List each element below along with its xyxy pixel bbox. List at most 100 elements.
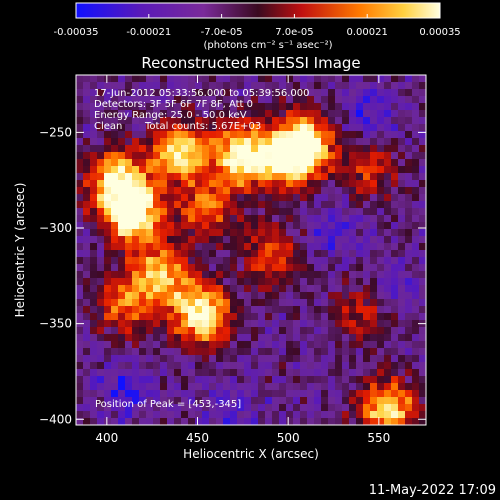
heatmap-cell bbox=[104, 124, 112, 132]
heatmap-cell bbox=[377, 89, 385, 97]
x-tick-label: 400 bbox=[95, 431, 118, 445]
heatmap-cell bbox=[363, 96, 371, 104]
heatmap-cell bbox=[146, 278, 154, 286]
heatmap-cell bbox=[167, 103, 175, 111]
heatmap-cell bbox=[146, 96, 154, 104]
x-axis-label: Heliocentric X (arcsec) bbox=[183, 447, 319, 461]
heatmap-cell bbox=[251, 313, 259, 321]
heatmap-cell bbox=[398, 152, 406, 160]
heatmap-cell bbox=[209, 96, 217, 104]
heatmap-cell bbox=[363, 236, 371, 244]
heatmap-cell bbox=[209, 292, 217, 300]
heatmap-cell bbox=[314, 341, 322, 349]
heatmap-cell bbox=[293, 376, 301, 384]
heatmap-cell bbox=[342, 243, 350, 251]
heatmap-cell bbox=[405, 418, 413, 425]
heatmap-cell bbox=[265, 159, 273, 167]
heatmap-cell bbox=[90, 194, 98, 202]
heatmap-cell bbox=[188, 355, 196, 363]
heatmap-cell bbox=[384, 285, 392, 293]
heatmap-cell bbox=[342, 215, 350, 223]
heatmap-cell bbox=[398, 278, 406, 286]
heatmap-cell bbox=[237, 208, 245, 216]
heatmap-cell bbox=[286, 89, 294, 97]
heatmap-cell bbox=[405, 152, 413, 160]
heatmap-cell bbox=[321, 257, 329, 265]
heatmap-cell bbox=[195, 131, 203, 139]
heatmap-cell bbox=[209, 243, 217, 251]
heatmap-cell bbox=[398, 292, 406, 300]
heatmap-cell bbox=[209, 173, 217, 181]
heatmap-cell bbox=[258, 397, 266, 405]
heatmap-cell bbox=[300, 376, 308, 384]
heatmap-cell bbox=[300, 103, 308, 111]
heatmap-cell bbox=[188, 411, 196, 419]
heatmap-cell bbox=[237, 250, 245, 258]
heatmap-cell bbox=[97, 383, 105, 391]
heatmap-cell bbox=[335, 250, 343, 258]
heatmap-cell bbox=[258, 292, 266, 300]
heatmap-cell bbox=[153, 138, 161, 146]
heatmap-cell bbox=[244, 313, 252, 321]
heatmap-cell bbox=[174, 348, 182, 356]
heatmap-cell bbox=[104, 208, 112, 216]
heatmap-cell bbox=[391, 166, 399, 174]
heatmap-cell bbox=[97, 236, 105, 244]
heatmap-cell bbox=[335, 166, 343, 174]
heatmap-cell bbox=[139, 341, 147, 349]
heatmap-cell bbox=[363, 89, 371, 97]
heatmap-cell bbox=[279, 117, 287, 125]
heatmap-cell bbox=[209, 201, 217, 209]
heatmap-cell bbox=[209, 397, 217, 405]
heatmap-cell bbox=[314, 292, 322, 300]
heatmap-cell bbox=[363, 75, 371, 83]
heatmap-cell bbox=[118, 243, 126, 251]
heatmap-cell bbox=[314, 89, 322, 97]
heatmap-cell bbox=[76, 348, 84, 356]
heatmap-cell bbox=[216, 292, 224, 300]
heatmap-cell bbox=[83, 327, 91, 335]
heatmap-cell bbox=[265, 390, 273, 398]
heatmap-cell bbox=[286, 166, 294, 174]
heatmap-cell bbox=[160, 418, 168, 425]
heatmap-cell bbox=[125, 292, 133, 300]
heatmap-cell bbox=[209, 229, 217, 237]
heatmap-cell bbox=[307, 404, 315, 412]
heatmap-cell bbox=[377, 299, 385, 307]
heatmap-cell bbox=[412, 124, 420, 132]
heatmap-cell bbox=[76, 173, 84, 181]
heatmap-cell bbox=[335, 103, 343, 111]
heatmap-cell bbox=[328, 313, 336, 321]
heatmap-cell bbox=[384, 180, 392, 188]
heatmap-cell bbox=[160, 369, 168, 377]
axis-ticks: 400 450 500 550−250−300−350−400 bbox=[39, 75, 426, 445]
heatmap-cell bbox=[342, 411, 350, 419]
heatmap-cell bbox=[111, 292, 119, 300]
heatmap-cell bbox=[111, 362, 119, 370]
heatmap-cell bbox=[342, 236, 350, 244]
heatmap-cell bbox=[90, 145, 98, 153]
heatmap-cell bbox=[125, 194, 133, 202]
heatmap-cell bbox=[272, 89, 280, 97]
heatmap-cell bbox=[314, 145, 322, 153]
heatmap-cell bbox=[377, 250, 385, 258]
heatmap-cell bbox=[167, 187, 175, 195]
heatmap-cell bbox=[188, 271, 196, 279]
heatmap-cell bbox=[237, 89, 245, 97]
heatmap-cell bbox=[90, 131, 98, 139]
heatmap-cell bbox=[342, 250, 350, 258]
heatmap-cell bbox=[377, 180, 385, 188]
heatmap-cell bbox=[216, 229, 224, 237]
heatmap-cell bbox=[139, 166, 147, 174]
heatmap-cell bbox=[244, 110, 252, 118]
heatmap-cell bbox=[412, 404, 420, 412]
heatmap-cell bbox=[412, 117, 420, 125]
heatmap-cell bbox=[76, 250, 84, 258]
heatmap-cell bbox=[279, 320, 287, 328]
heatmap-cell bbox=[272, 152, 280, 160]
heatmap-cell bbox=[146, 166, 154, 174]
heatmap-cell bbox=[335, 131, 343, 139]
heatmap-cell bbox=[321, 285, 329, 293]
colorbar: -0.00035 -0.00021 -7.0e-05 7.0e-05 0.00021 0.… bbox=[54, 2, 461, 51]
heatmap-cell bbox=[279, 306, 287, 314]
